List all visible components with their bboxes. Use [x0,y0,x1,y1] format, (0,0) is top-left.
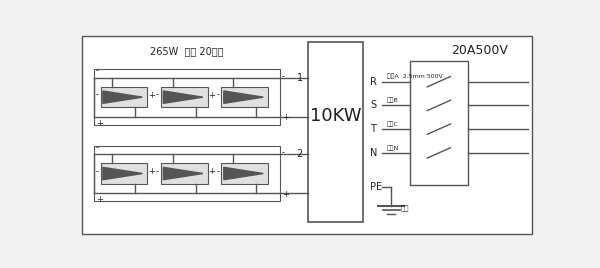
Text: +: + [282,113,289,122]
Text: 2: 2 [296,149,303,159]
Text: -: - [95,91,98,100]
Bar [101,163,147,184]
Text: R: R [370,77,377,87]
Text: PE: PE [370,182,382,192]
Text: -: - [156,167,158,176]
Text: 相线A  2.5mm 500V: 相线A 2.5mm 500V [386,74,442,79]
Bar [308,42,364,222]
Text: 相线B: 相线B [386,98,398,103]
Text: -: - [95,167,98,176]
Bar [161,163,208,184]
Text: +: + [208,91,215,100]
Polygon shape [163,167,203,180]
Text: -: - [96,66,99,76]
Text: 1: 1 [297,73,303,83]
Bar [101,87,147,107]
Bar [94,69,280,125]
Polygon shape [163,91,203,103]
Text: +: + [96,119,103,128]
Text: N: N [370,148,377,158]
Bar [161,87,208,107]
Text: +: + [208,167,215,176]
Text: +: + [148,167,155,176]
Text: 零线N: 零线N [386,145,399,151]
Polygon shape [103,167,142,180]
Bar [94,146,280,201]
Text: 10KW: 10KW [310,107,361,125]
Text: 接地: 接地 [401,204,409,211]
Text: -: - [156,91,158,100]
Bar [221,87,268,107]
Text: 265W  組件 20串聯: 265W 組件 20串聯 [150,46,223,56]
Text: -: - [216,91,219,100]
Text: 相线C: 相线C [386,121,398,127]
Text: -: - [96,143,99,152]
Text: 20A500V: 20A500V [451,44,508,57]
Text: T: T [370,124,376,134]
Text: +: + [96,195,103,204]
Polygon shape [224,91,263,103]
Text: +: + [282,190,289,199]
Text: S: S [370,100,376,110]
Text: -: - [282,148,285,157]
Text: -: - [216,167,219,176]
Polygon shape [103,91,142,103]
Polygon shape [224,167,263,180]
Text: -: - [282,72,285,81]
Text: +: + [148,91,155,100]
Bar [410,61,468,185]
Bar [221,163,268,184]
